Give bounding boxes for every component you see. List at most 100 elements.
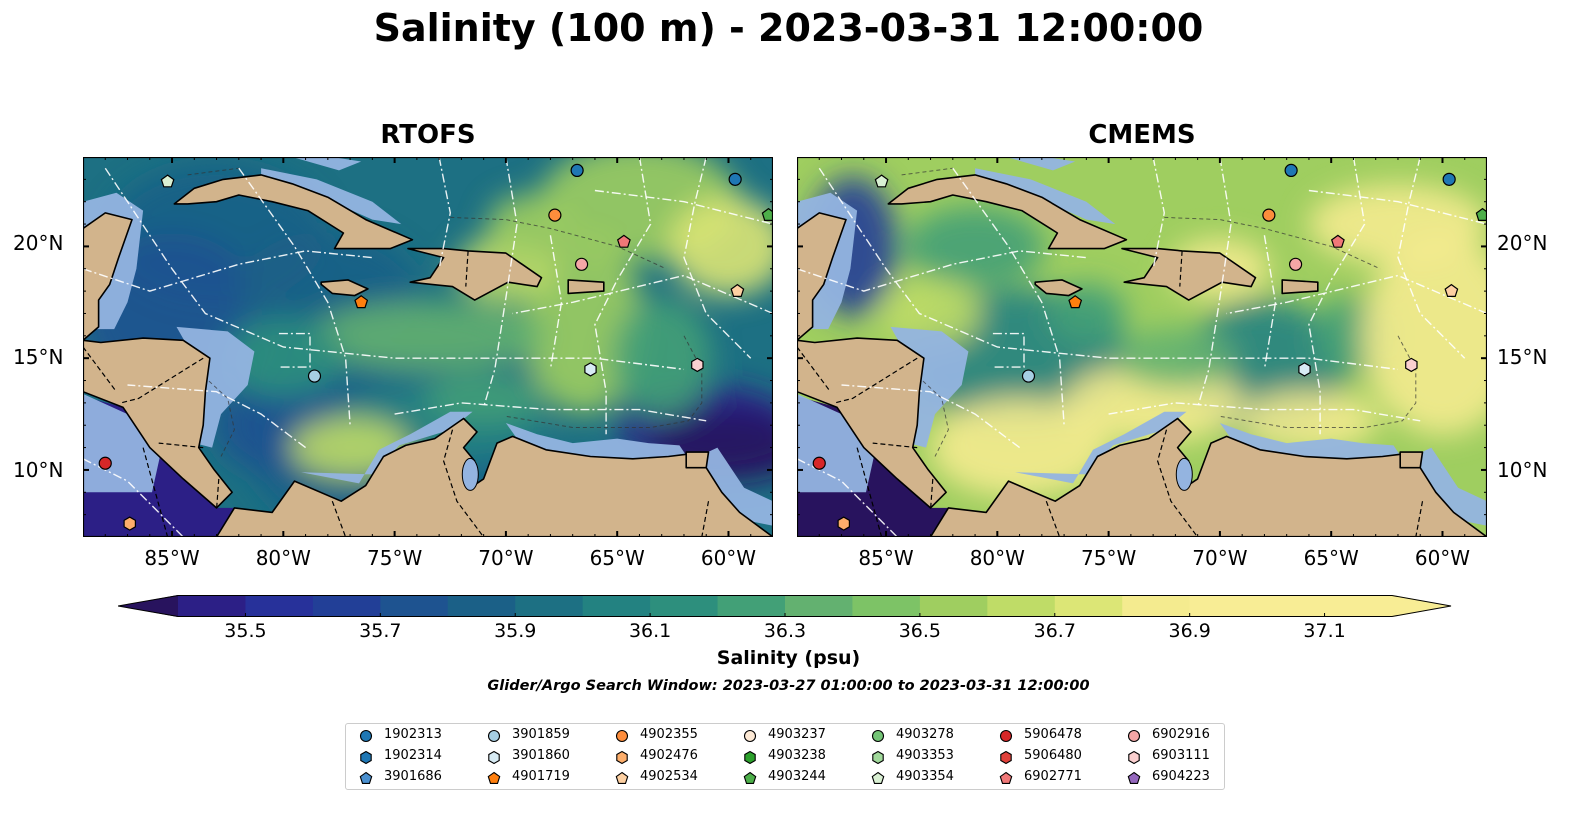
land-centralAmerica [83, 337, 233, 509]
eez-boundary [992, 332, 1025, 368]
eez-boundary [482, 157, 518, 408]
lat-tick-label-right: 15°N [1497, 345, 1548, 369]
float-marker [761, 207, 773, 222]
land-jamaica [1034, 279, 1083, 297]
float-marker [1330, 234, 1345, 248]
colorbar-tick-label: 36.5 [898, 620, 942, 642]
land-puertoRico [1281, 279, 1319, 295]
legend-marker-icon [1127, 771, 1141, 784]
legend: 1902313 1902314 3901686 3901859 3901860 49017… [345, 723, 1225, 790]
colorbar-outline [118, 595, 1452, 617]
lon-tick-label: 70°W [478, 546, 534, 570]
colorbar-tick-label: 36.9 [1168, 620, 1211, 642]
country-border [331, 500, 347, 537]
shelf-area [292, 157, 362, 171]
map-cmems[interactable] [797, 157, 1487, 537]
land-cuba [173, 174, 414, 250]
eez-boundary [512, 274, 773, 315]
float-marker [1262, 208, 1276, 222]
float-marker [354, 295, 369, 309]
legend-marker-icon [360, 750, 372, 765]
lon-tick-label: 65°W [1303, 546, 1359, 570]
salinity-patch [1238, 390, 1379, 451]
depth-contour [450, 216, 667, 270]
float-marker [1442, 172, 1456, 186]
land-cuba [887, 174, 1128, 250]
legend-label: 4902476 [640, 748, 698, 763]
legend-marker-icon [1128, 750, 1140, 765]
map-rtofs[interactable] [83, 157, 773, 537]
float-marker [691, 357, 704, 373]
salinity-patch [1115, 328, 1236, 389]
eez-boundary [952, 167, 1065, 426]
map-frame [797, 157, 1487, 537]
eez-boundary [1397, 157, 1466, 359]
colorbar-segment [380, 595, 449, 617]
float-marker [730, 283, 745, 297]
depth-contour [901, 167, 953, 176]
colorbar-tick-label: 35.5 [224, 620, 267, 642]
eez-boundary [394, 402, 707, 422]
lat-tick-label-left: 20°N [13, 231, 64, 255]
colorbar-segment [650, 595, 719, 617]
shelf-area [301, 411, 473, 484]
legend-marker-icon [359, 771, 373, 784]
eez-boundary [1152, 157, 1166, 269]
colorbar-segment [1324, 595, 1393, 617]
eez-boundary [1263, 235, 1277, 370]
depth-contour [1164, 216, 1381, 270]
float-marker [616, 234, 631, 248]
float-marker [584, 362, 597, 377]
legend-label: 6904223 [1152, 769, 1210, 784]
land-centralAmerica [797, 337, 947, 509]
country-border [929, 478, 934, 511]
colorbar-segment [785, 595, 854, 617]
salinity-patch [668, 196, 773, 297]
map-canvas [83, 157, 773, 537]
float-marker [1298, 362, 1311, 377]
legend-label: 4902534 [640, 769, 698, 784]
legend-label: 6903111 [1152, 748, 1210, 763]
float-marker [98, 456, 112, 470]
colorbar-tick-label: 36.7 [1033, 620, 1076, 642]
legend-label: 4902355 [640, 727, 698, 742]
colorbar-segment [1122, 595, 1191, 617]
legend-marker-icon [487, 771, 501, 784]
legend-marker-icon [487, 729, 501, 743]
salinity-patch [308, 300, 548, 371]
legend-label: 4903238 [768, 748, 826, 763]
legend-label: 5906478 [1024, 727, 1082, 742]
legend-label: 4903353 [896, 748, 954, 763]
map-frame [83, 157, 773, 537]
colorbar-segment [717, 595, 786, 617]
country-border [834, 357, 918, 404]
depth-contour [912, 371, 949, 457]
float-marker [570, 163, 584, 178]
float-marker [123, 516, 137, 531]
lat-tick-label-left: 15°N [13, 345, 64, 369]
salinity-patch [611, 298, 712, 419]
eez-boundary [278, 332, 311, 368]
legend-label: 1902314 [384, 748, 442, 763]
legend-marker-icon [1000, 750, 1012, 765]
eez-boundary [1108, 402, 1421, 422]
eez-boundary [438, 157, 452, 269]
colorbar-segment [1054, 595, 1123, 617]
colorbar-segment [582, 595, 651, 617]
land-trinidad [1399, 451, 1424, 469]
colorbar-segment [987, 595, 1056, 617]
eez-boundary [683, 157, 752, 359]
colorbar-title: Salinity (psu) [716, 647, 861, 669]
colorbar-extend-low [118, 595, 178, 617]
eez-boundary [1226, 274, 1487, 315]
country-border [215, 478, 220, 511]
legend-label: 4901719 [512, 769, 570, 784]
legend-marker-icon [359, 729, 373, 743]
legend-marker-icon [616, 750, 628, 765]
legend-label: 4903278 [896, 727, 954, 742]
country-border [1179, 250, 1183, 287]
country-border [83, 346, 117, 393]
country-border [442, 429, 485, 537]
legend-marker-icon [615, 729, 629, 743]
country-border [1045, 500, 1061, 537]
